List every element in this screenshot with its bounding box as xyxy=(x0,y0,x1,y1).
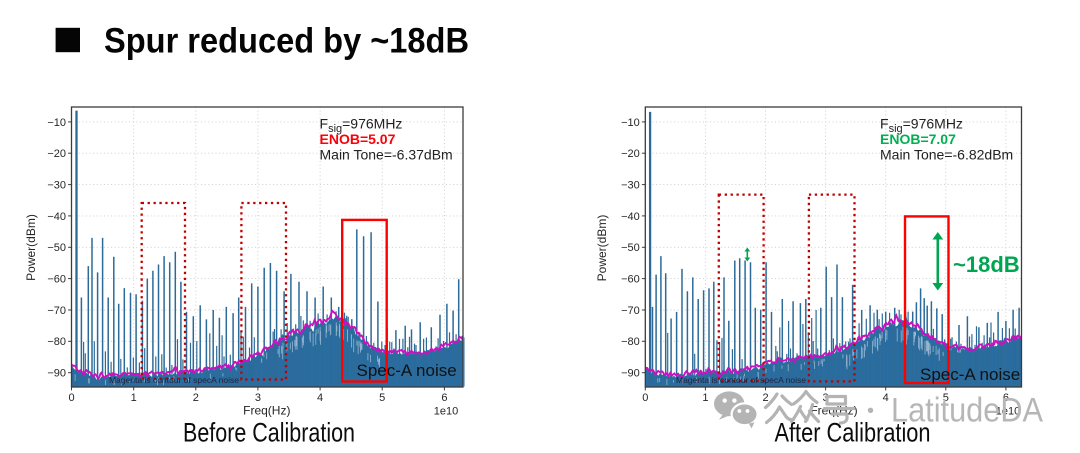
svg-text:Magenta is contour of specA no: Magenta is contour of specA noise xyxy=(109,375,239,385)
svg-text:~18dB: ~18dB xyxy=(953,252,1020,277)
svg-text:−70: −70 xyxy=(621,305,640,317)
svg-text:−30: −30 xyxy=(47,180,66,192)
svg-text:1: 1 xyxy=(702,392,708,404)
svg-text:−10: −10 xyxy=(47,117,66,129)
svg-text:0: 0 xyxy=(68,392,74,404)
svg-text:LatitudeDA: LatitudeDA xyxy=(891,392,1043,430)
svg-text:−80: −80 xyxy=(621,336,640,348)
svg-text:6: 6 xyxy=(441,392,447,404)
svg-text:After Calibration: After Calibration xyxy=(775,418,931,448)
svg-text:1e10: 1e10 xyxy=(434,406,458,418)
svg-text:−80: −80 xyxy=(47,336,66,348)
svg-text:Spec-A noise: Spec-A noise xyxy=(920,365,1020,384)
svg-text:−10: −10 xyxy=(621,117,640,129)
svg-text:Main Tone=-6.82dBm: Main Tone=-6.82dBm xyxy=(880,147,1013,163)
svg-text:2: 2 xyxy=(762,392,768,404)
svg-text:−60: −60 xyxy=(621,274,640,286)
svg-text:ENOB=7.07: ENOB=7.07 xyxy=(880,131,956,147)
svg-text:Magenta is contour of specA no: Magenta is contour of specA noise xyxy=(676,375,806,385)
svg-text:4: 4 xyxy=(883,392,889,404)
svg-text:−30: −30 xyxy=(621,180,640,192)
svg-text:−90: −90 xyxy=(621,368,640,380)
svg-text:5: 5 xyxy=(379,392,385,404)
svg-text:−90: −90 xyxy=(47,368,66,380)
svg-text:0: 0 xyxy=(642,392,648,404)
svg-text:Power(dBm): Power(dBm) xyxy=(24,214,38,281)
svg-text:Before Calibration: Before Calibration xyxy=(183,418,355,448)
svg-text:−20: −20 xyxy=(47,148,66,160)
svg-text:Spec-A noise: Spec-A noise xyxy=(357,361,457,380)
svg-text:−40: −40 xyxy=(621,211,640,223)
svg-text:1: 1 xyxy=(131,392,137,404)
svg-text:Power(dBm): Power(dBm) xyxy=(595,215,609,282)
svg-text:Freq(Hz): Freq(Hz) xyxy=(243,404,290,418)
svg-text:6: 6 xyxy=(1003,392,1009,404)
svg-text:4: 4 xyxy=(317,392,323,404)
svg-text:2: 2 xyxy=(193,392,199,404)
svg-text:Spur reduced by ~18dB: Spur reduced by ~18dB xyxy=(104,22,469,61)
svg-text:−40: −40 xyxy=(47,211,66,223)
svg-text:−50: −50 xyxy=(47,242,66,254)
svg-text:−70: −70 xyxy=(47,305,66,317)
svg-text:−60: −60 xyxy=(47,274,66,286)
svg-text:−50: −50 xyxy=(621,242,640,254)
svg-text:−20: −20 xyxy=(621,148,640,160)
svg-text:5: 5 xyxy=(943,392,949,404)
svg-text:3: 3 xyxy=(255,392,261,404)
svg-text:ENOB=5.07: ENOB=5.07 xyxy=(320,131,396,147)
svg-text:1e10: 1e10 xyxy=(996,406,1020,418)
svg-text:Main Tone=-6.37dBm: Main Tone=-6.37dBm xyxy=(320,147,453,163)
